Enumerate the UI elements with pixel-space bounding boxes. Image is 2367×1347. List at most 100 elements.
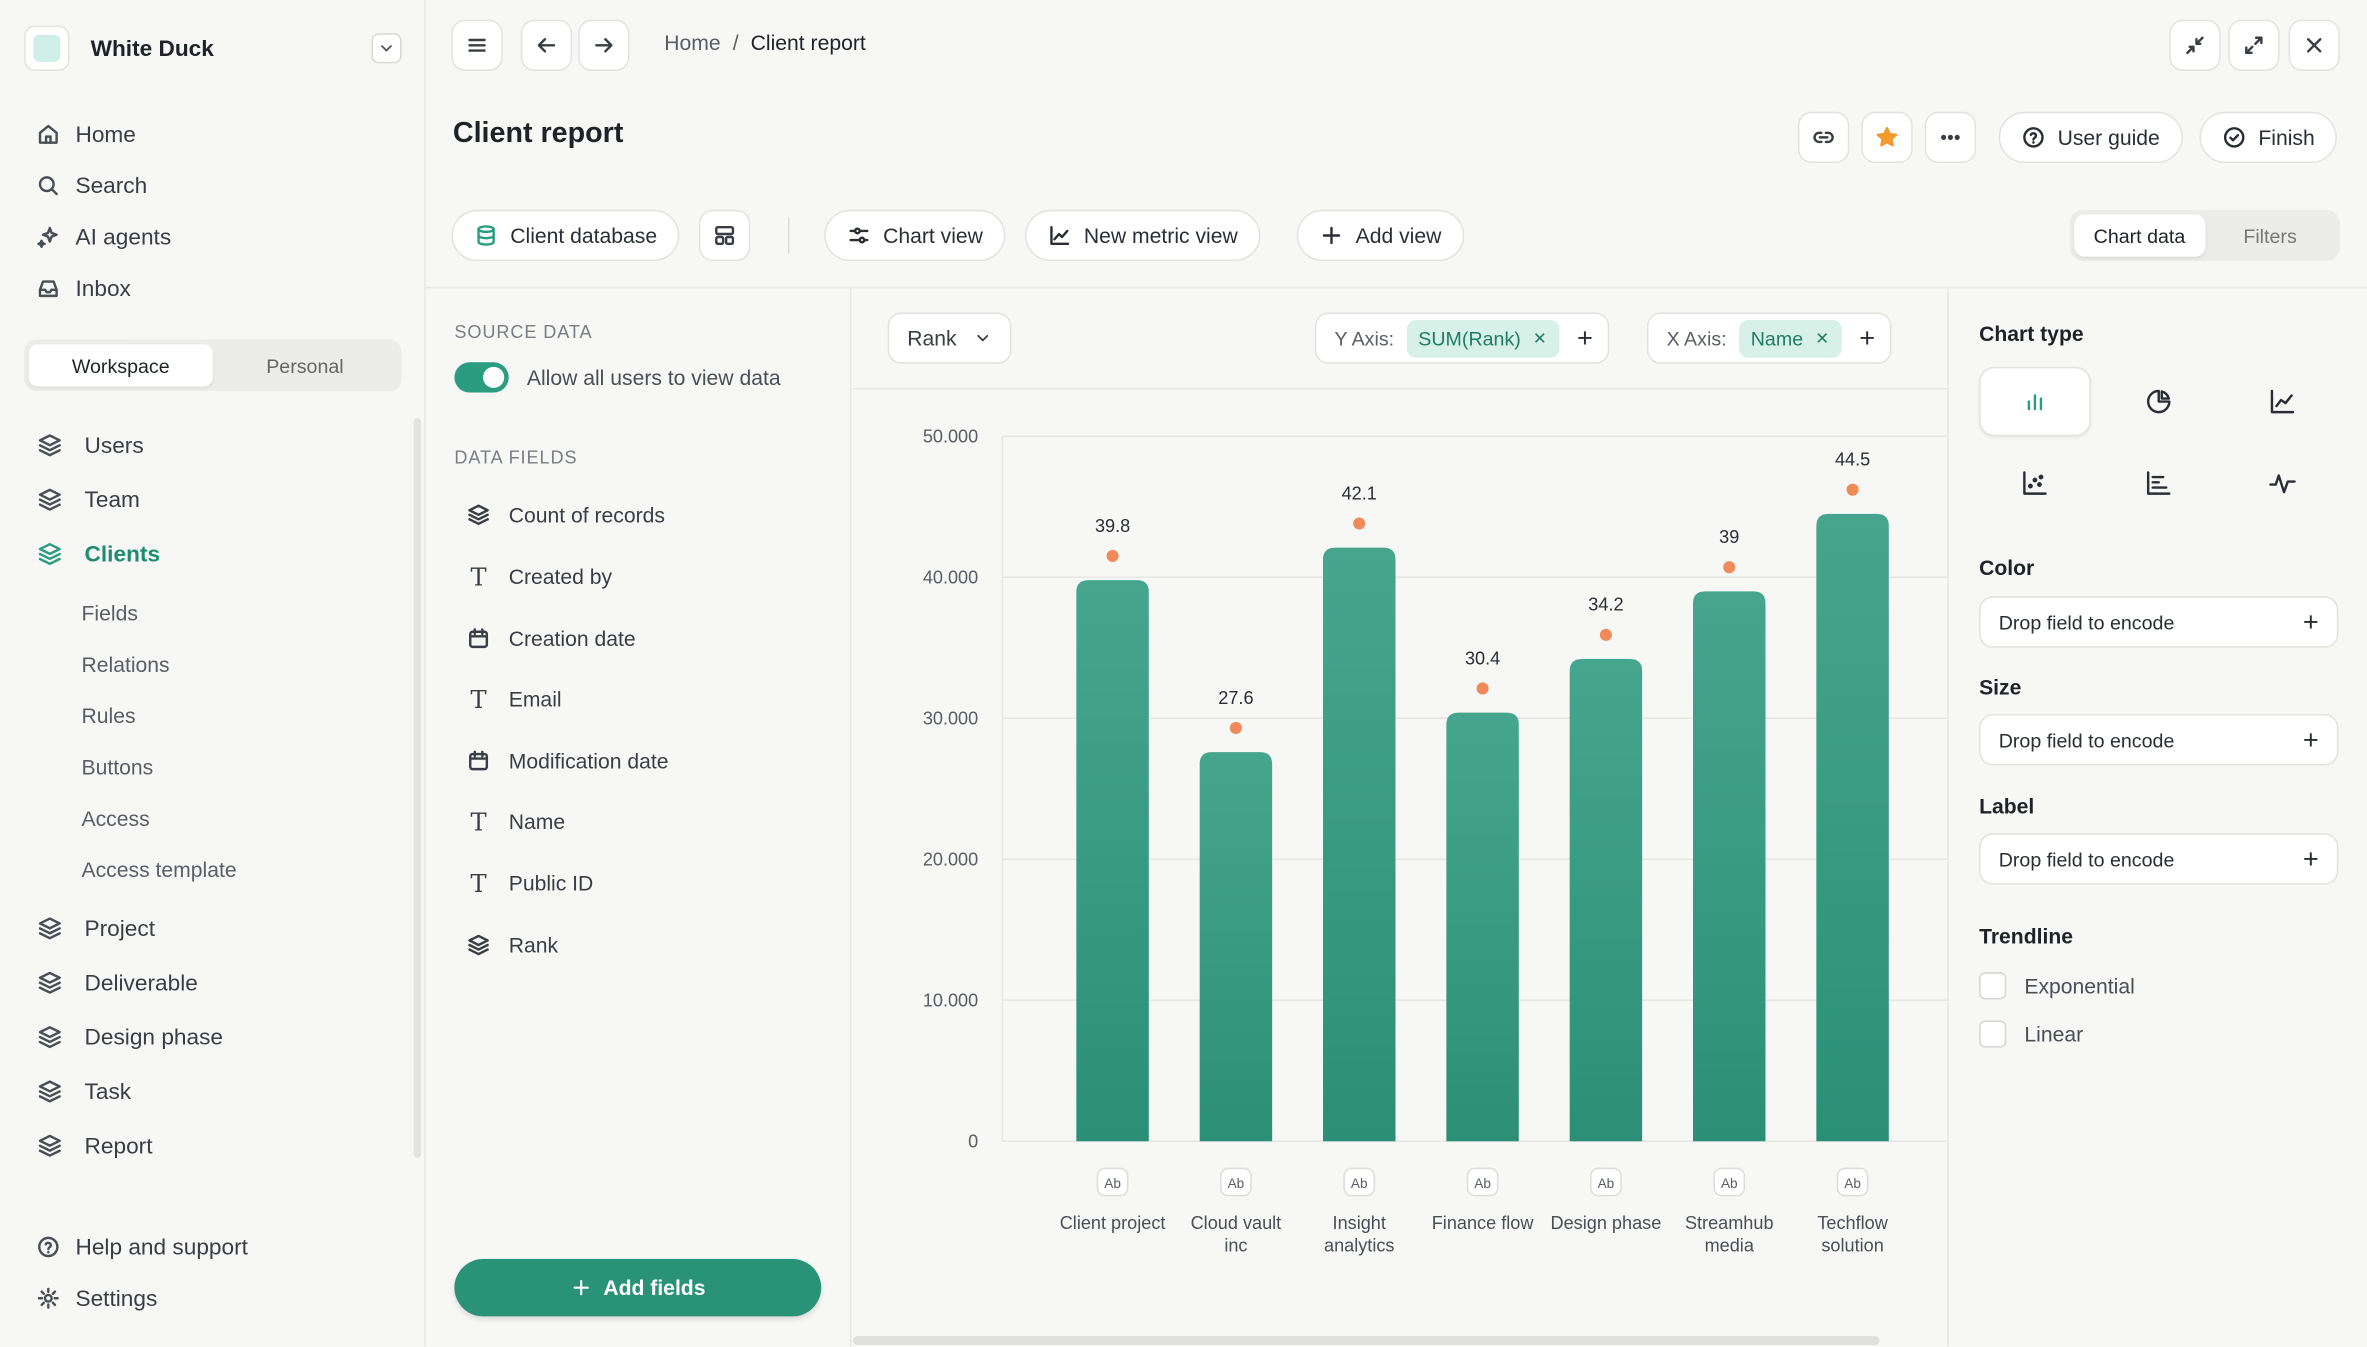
collapse-button[interactable] [2169,19,2221,71]
plus-icon[interactable]: + [2302,843,2319,874]
chart-scrollbar[interactable] [852,1335,1880,1346]
nav-inbox-label: Inbox [75,275,131,302]
sub-item-access[interactable]: Access [81,806,150,831]
x-axis-chip[interactable]: Name ✕ [1738,319,1842,358]
field-label: Name [508,809,566,834]
field-count-of-records[interactable]: Count of records [454,489,816,540]
nav-home[interactable]: Home [24,109,401,160]
exponential-checkbox[interactable] [1979,972,2007,1000]
nav-inbox[interactable]: Inbox [24,263,401,314]
finish-button[interactable]: Finish [2199,111,2338,164]
tab-workspace[interactable]: Workspace [28,344,213,387]
y-axis-chip[interactable]: SUM(Rank) ✕ [1406,319,1559,358]
line-chart-icon [1050,225,1070,246]
bar [1446,712,1519,1142]
field-name[interactable]: T Name [454,796,816,847]
tab-filters[interactable]: Filters [2243,224,2297,247]
table-item-project[interactable]: Project [24,901,401,955]
chart-type-line[interactable] [2227,367,2339,436]
add-fields-button[interactable]: Add fields [454,1259,822,1317]
data-point-marker [1846,483,1859,496]
view-client-database[interactable]: Client database [451,209,680,262]
nav-ai-agents[interactable]: AI agents [24,211,401,262]
chart-type-pie[interactable] [2103,367,2215,436]
workspace-switcher[interactable]: White Duck [24,24,402,72]
table-item-design-phase[interactable]: Design phase [24,1010,401,1064]
table-item-deliverable[interactable]: Deliverable [24,956,401,1010]
field-modification-date[interactable]: Modification date [454,735,816,786]
breadcrumb-current: Client report [750,30,866,55]
layers-icon [468,504,489,526]
forward-button[interactable] [578,19,630,71]
nav-search[interactable]: Search [24,160,401,211]
chart-type-scatter[interactable] [1979,448,2091,517]
copy-link-button[interactable] [1797,111,1850,164]
table-item-report[interactable]: Report [24,1119,401,1173]
color-drop-zone[interactable]: Drop field to encode + [1979,596,2339,648]
finish-label: Finish [2258,125,2315,150]
y-axis-value: SUM(Rank) [1418,326,1521,350]
field-public-id[interactable]: T Public ID [454,857,816,908]
label-drop-zone[interactable]: Drop field to encode + [1979,833,2339,885]
favorite-button[interactable] [1861,111,1913,164]
field-rank[interactable]: Rank [454,919,816,970]
layout-button[interactable] [698,209,751,262]
data-label: 27.6 [1218,688,1253,708]
size-drop-zone[interactable]: Drop field to encode + [1979,714,2339,766]
sub-item-access-template[interactable]: Access template [81,857,237,882]
linear-checkbox[interactable] [1979,1020,2007,1048]
more-button[interactable] [1924,111,1977,164]
view-data-toggle[interactable] [454,362,509,393]
sub-item-buttons[interactable]: Buttons [81,754,154,779]
chevron-down-icon[interactable] [371,33,402,64]
measure-value: Rank [907,326,957,351]
sub-item-relations[interactable]: Relations [81,652,170,677]
chart-type-pulse[interactable] [2227,448,2339,517]
menu-button[interactable] [451,19,503,71]
chart-type-bar[interactable] [1979,366,2091,437]
plus-icon [1322,226,1341,245]
table-item-users[interactable]: Users [24,418,401,472]
field-email[interactable]: T Email [454,673,816,724]
source-data-heading: SOURCE DATA [454,321,593,343]
y-tick-label: 30.000 [923,708,978,728]
remove-icon[interactable]: ✕ [1532,329,1547,348]
x-axis-label: X Axis: [1666,326,1727,350]
back-button[interactable] [520,19,573,71]
y-tick-label: 0 [968,1131,978,1151]
table-item-clients[interactable]: Clients [24,527,401,581]
table-item-label: Clients [84,541,161,567]
star-icon [1876,127,1898,147]
table-item-team[interactable]: Team [24,473,401,527]
sub-item-fields[interactable]: Fields [81,600,138,625]
add-y-axis-button[interactable]: + [1576,322,1593,353]
nav-help[interactable]: Help and support [24,1221,401,1272]
tab-personal[interactable]: Personal [266,354,344,377]
close-button[interactable] [2288,19,2340,71]
chart-type-horizontal-bar[interactable] [2103,448,2215,517]
remove-icon[interactable]: ✕ [1815,329,1830,348]
table-item-label: Project [84,915,156,942]
y-tick-label: 50.000 [923,426,978,446]
sidebar-scrollbar[interactable] [413,418,422,1158]
x-axis-value: Name [1750,326,1804,350]
trendline-linear[interactable]: Linear [1979,1020,2083,1048]
field-created-by[interactable]: T Created by [454,551,816,602]
view-new-metric[interactable]: New metric view [1025,209,1261,262]
expand-button[interactable] [2228,19,2280,71]
view-chart-view[interactable]: Chart view [824,209,1006,262]
sub-item-rules[interactable]: Rules [81,703,136,728]
plus-icon[interactable]: + [2302,723,2319,755]
add-x-axis-button[interactable]: + [1859,322,1876,353]
trendline-exponential[interactable]: Exponential [1979,972,2135,1000]
tab-chart-data[interactable]: Chart data [2074,214,2205,257]
add-view-button[interactable]: Add view [1296,209,1465,262]
measure-dropdown[interactable]: Rank [887,312,1012,364]
nav-settings[interactable]: Settings [24,1273,401,1324]
type-badge-label: Ab [1598,1176,1615,1191]
plus-icon[interactable]: + [2302,606,2319,637]
field-creation-date[interactable]: Creation date [454,613,816,664]
breadcrumb-home[interactable]: Home [664,30,721,55]
user-guide-button[interactable]: User guide [1998,111,2183,164]
table-item-task[interactable]: Task [24,1064,401,1118]
